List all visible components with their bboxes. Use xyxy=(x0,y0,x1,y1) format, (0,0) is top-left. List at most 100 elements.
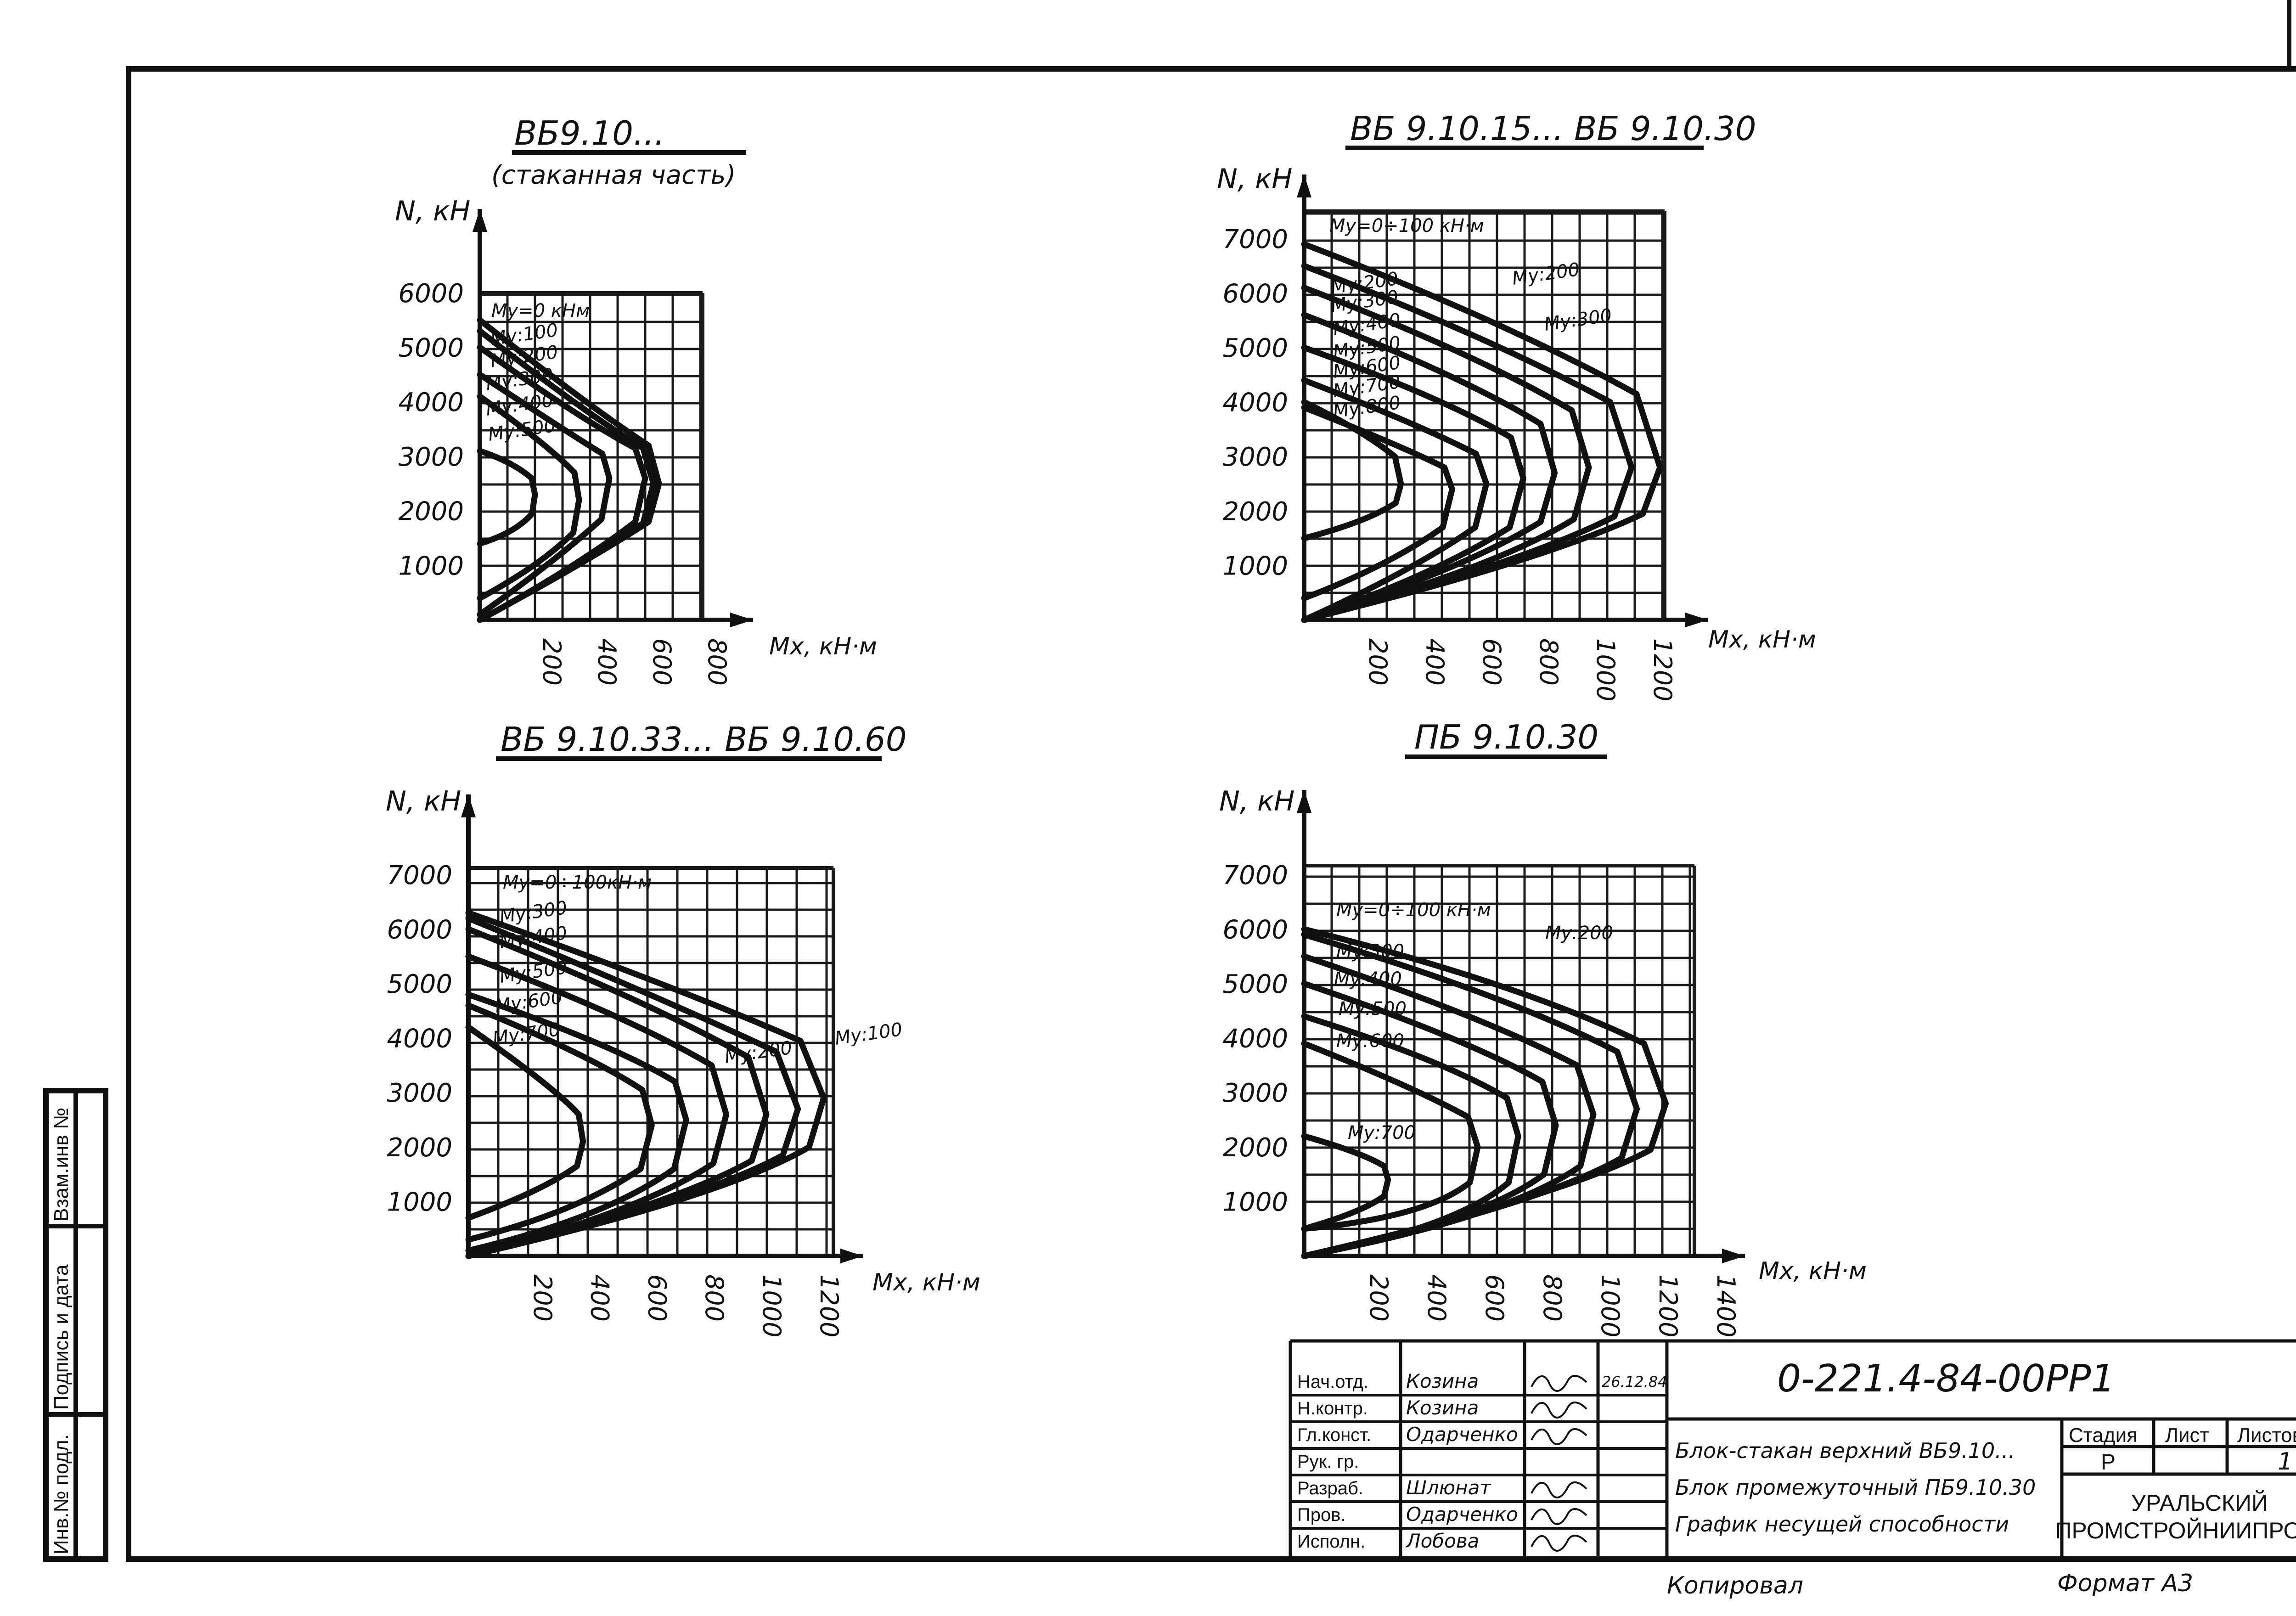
curve-label: Му:600 xyxy=(494,987,564,1017)
curve-label: Му=0÷100 кН·м xyxy=(1336,900,1491,921)
x-tick-label: 1200 xyxy=(815,1274,844,1337)
envelope-curve xyxy=(1301,399,1404,541)
curve-label: Му:500 xyxy=(1339,998,1407,1019)
signature-mark xyxy=(1531,1428,1587,1445)
y-tick-label: 5000 xyxy=(398,333,464,363)
curve-label: Му=0÷100кН·м xyxy=(503,872,652,893)
curve-label: Му:700 xyxy=(1348,1122,1416,1143)
envelope-curve xyxy=(1301,312,1558,623)
curve-label: Му:200 xyxy=(1545,923,1613,944)
curves xyxy=(1301,926,1669,1259)
envelope-curve xyxy=(465,991,689,1254)
y-axis-arrow xyxy=(1297,790,1311,813)
y-tick-label: 6000 xyxy=(1222,279,1288,309)
y-tick-label: 1000 xyxy=(1222,551,1288,581)
sheets-value: 1 xyxy=(2278,1448,2293,1475)
y-axis-label: N, кН xyxy=(1217,163,1292,195)
stage-header: Стадия xyxy=(2069,1424,2138,1447)
chart-title: ВБ 9.10.33... ВБ 9.10.60 xyxy=(501,720,907,759)
x-tick-label: 200 xyxy=(1364,1274,1393,1322)
envelope-curve xyxy=(1301,344,1526,623)
x-axis-label: Мх, кН·м xyxy=(1759,1257,1867,1285)
y-tick-label: 7000 xyxy=(387,861,452,890)
y-tick-label: 7000 xyxy=(1222,225,1288,254)
curve-labels: Му=0÷100 кН·мМу:200Му:300Му:400Му:500Му:… xyxy=(1334,900,1613,1143)
x-tick-label: 200 xyxy=(528,1274,557,1322)
x-axis-arrow xyxy=(840,1249,863,1263)
x-tick-labels: 200 400 600 800 xyxy=(537,638,732,686)
chart-title: ВБ9.10... xyxy=(514,114,665,152)
curve-labels: Му=0÷100кН·мМу:300Му:400Му:500Му:600Му:7… xyxy=(491,872,904,1068)
y-tick-label: 4000 xyxy=(1222,1024,1288,1054)
x-tick-label: 1000 xyxy=(757,1274,786,1337)
stage-value: Р xyxy=(2101,1450,2116,1475)
side-stamp: Инв.№ подл. Подпись и дата Взам.инв № xyxy=(43,1088,108,1562)
chart-vb-9-10: ВБ9.10... (стаканная часть) N, кН Мх, кН… xyxy=(395,114,877,686)
y-tick-labels: 1000 2000 3000 4000 5000 6000 7000 xyxy=(1222,861,1288,1217)
y-axis-label: N, кН xyxy=(386,785,461,817)
envelope-curve xyxy=(1301,285,1592,623)
envelope-curve xyxy=(477,448,538,547)
y-tick-label: 1000 xyxy=(387,1187,452,1217)
curve-label: Му:300 xyxy=(1543,305,1613,335)
x-tick-label: 400 xyxy=(592,638,621,686)
y-axis-label: N, кН xyxy=(395,195,470,227)
chart-vb-9-10-15-30: ВБ 9.10.15... ВБ 9.10.30 N, кН Мх, кН·м … xyxy=(1217,109,1816,701)
x-tick-label: 400 xyxy=(585,1274,614,1322)
curve-label: Му:700 xyxy=(491,1019,562,1049)
x-axis-arrow xyxy=(730,613,753,627)
envelope-curve xyxy=(1301,1013,1521,1259)
title-block-rows: Нач.отд. Козина 26.12.84 Н.контр. Козина Гл.к… xyxy=(1290,1370,1667,1552)
curve-label: Му=0 кНм xyxy=(491,300,590,321)
chart-pb-9-10-30: ПБ 9.10.30 N, кН Мх, кН·м 1000 2000 3000 40… xyxy=(1219,718,1867,1337)
side-stamp-signature-date: Подпись и дата xyxy=(50,1264,73,1410)
curve-label: Му:500 xyxy=(487,415,557,445)
title-block xyxy=(1289,1339,2296,1559)
x-axis-label: Мх, кН·м xyxy=(1708,626,1816,653)
side-stamp-inv-orig: Инв.№ подл. xyxy=(50,1434,73,1554)
tb-name: Лобова xyxy=(1405,1530,1479,1552)
x-tick-label: 1000 xyxy=(1596,1274,1625,1337)
x-tick-label: 200 xyxy=(537,638,566,686)
curves xyxy=(1301,241,1663,623)
tb-date: 26.12.84 xyxy=(1602,1373,1667,1391)
x-tick-label: 800 xyxy=(1538,1274,1567,1322)
y-tick-label: 2000 xyxy=(387,1133,452,1163)
envelope-curve xyxy=(1301,1040,1481,1232)
y-axis-label: N, кН xyxy=(1219,785,1294,817)
y-tick-label: 6000 xyxy=(1222,915,1288,945)
curves xyxy=(465,910,827,1259)
format-label: Формат А3 xyxy=(2057,1570,2193,1597)
x-tick-label: 800 xyxy=(1534,638,1563,686)
signature-mark xyxy=(1531,1375,1587,1392)
envelope-curve xyxy=(477,344,648,623)
axes xyxy=(1297,175,1708,627)
curve-labels: Му=0÷100 кН·мМу:200Му:300Му:400Му:500Му:… xyxy=(1329,215,1613,422)
x-tick-label: 400 xyxy=(1422,1274,1451,1322)
curve-label: Му:600 xyxy=(1336,1030,1404,1052)
y-tick-label: 7000 xyxy=(1222,861,1288,890)
envelope-curve xyxy=(477,372,613,618)
y-tick-label: 3000 xyxy=(398,442,464,472)
x-axis-arrow xyxy=(1685,613,1708,627)
signature-mark xyxy=(1531,1402,1587,1419)
axes xyxy=(473,209,753,627)
side-stamp-replaced-inv: Взам.инв № xyxy=(50,1108,73,1222)
y-axis-arrow xyxy=(1297,175,1311,197)
x-tick-label: 400 xyxy=(1420,638,1449,686)
doc-code: 0-221.4-84-00РР1 xyxy=(1777,1357,2115,1401)
y-tick-label: 4000 xyxy=(1222,388,1288,418)
y-tick-label: 4000 xyxy=(387,1024,452,1054)
tb-role: Гл.конст. xyxy=(1297,1425,1371,1445)
curve-label: Му:200 xyxy=(1511,259,1581,289)
copied-label: Копировал xyxy=(1667,1572,1803,1599)
sheet-header: Лист xyxy=(2165,1424,2209,1447)
x-tick-label: 600 xyxy=(1477,638,1506,686)
y-tick-labels: 1000 2000 3000 4000 5000 6000 7000 xyxy=(1222,225,1288,581)
y-tick-label: 2000 xyxy=(1222,1133,1288,1163)
x-tick-label: 1200 xyxy=(1654,1274,1683,1337)
envelope-curve xyxy=(465,953,730,1259)
description-line-2: Блок промежуточный ПБ9.10.30 xyxy=(1675,1475,2036,1500)
curves xyxy=(477,317,662,623)
y-tick-label: 3000 xyxy=(1222,442,1288,472)
